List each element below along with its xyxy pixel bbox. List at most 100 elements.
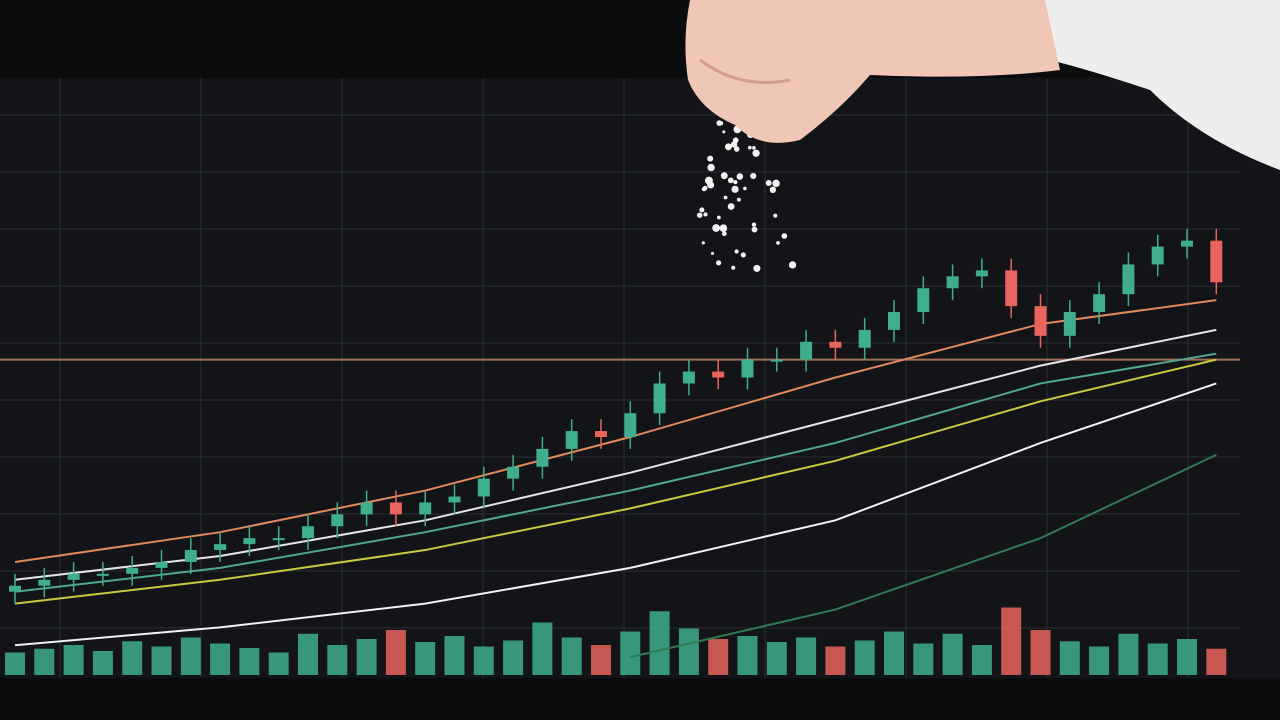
candle-body [1093,294,1106,313]
candle-body [800,341,813,360]
salt-grain [707,155,714,162]
volume-bar [92,651,113,675]
candle-body [682,371,695,384]
salt-grain [716,215,721,220]
volume-bar [268,652,289,675]
volume-bar [34,648,55,675]
volume-bar [678,628,699,675]
candle-body [565,431,578,449]
candle-body [888,312,900,330]
salt-grain [707,181,715,189]
volume-bar [1147,643,1168,675]
moving-average-line [630,453,1217,659]
salt-grain [719,121,724,126]
volume-bar [913,643,934,675]
volume-bar [1089,646,1110,675]
candle-body [653,383,666,414]
salt-grain [712,224,721,232]
finger-crease [699,58,791,84]
volume-bar [1206,648,1227,675]
volume-bar [796,637,817,675]
salt-grain [776,241,780,245]
salt-grain [730,141,738,148]
volume-bar [561,637,582,675]
hand [685,0,1280,170]
salt-grain [703,212,708,217]
candle-body [975,270,988,277]
candle-body [858,329,871,348]
volume-bar [356,639,377,675]
volume-bar [473,646,494,675]
volume-bar [766,642,787,675]
salt-grain [733,179,738,185]
volume-bar [708,639,729,675]
salt-grain [769,186,777,194]
salt-grain [731,265,736,270]
volume-bar [532,622,553,675]
candle-body [243,538,256,545]
candle-body [1122,264,1135,295]
salt-grain [724,143,732,151]
salt-grain [710,251,715,255]
hand-skin [685,0,1060,143]
volume-bar [385,630,406,675]
candle-body [67,573,80,580]
moving-average-line [14,382,1217,647]
sleeve [1040,0,1280,170]
salt-grain [719,224,728,233]
candle-body [9,585,21,592]
volume-bar [180,637,201,675]
candle-body [741,359,754,378]
candle-body [507,466,520,479]
candle-body [389,502,402,515]
salt-grain [731,185,739,193]
salt-grain [773,213,778,218]
salt-grain [751,226,758,233]
volume-bar [737,636,758,675]
salt-grain [751,222,757,227]
salt-grain [721,231,727,237]
salt-grain [696,212,703,218]
volume-bar [415,642,436,675]
candle-body [155,561,168,568]
salt-grain [734,249,739,254]
volume-bar [444,636,465,675]
salt-grain [752,149,760,157]
salt-grain [750,172,757,180]
salt-grain [753,264,761,272]
plot-area [0,78,1280,678]
candle-body [360,502,373,515]
moving-average-line [14,358,1217,605]
candle-body [448,496,461,503]
salt-grain [699,207,705,213]
candle-body [1034,306,1047,336]
volume-bar [591,645,611,675]
salt-grain [736,173,744,180]
candle-body [917,288,930,313]
volume-bar [942,633,963,675]
salt-grain [747,145,752,150]
candle-body [419,502,432,515]
candle-body [1005,270,1018,307]
candle-body [624,413,637,437]
salt-grain [716,260,722,266]
candle-body [302,526,314,539]
volume-bar [884,631,904,675]
salt-grain [722,130,726,134]
salt-grain [727,177,734,184]
salt-grain [772,179,780,188]
salt-grain [788,261,797,269]
candle-body [126,567,139,574]
salt-grain [743,186,747,191]
volume-bar [63,645,84,675]
salt-grain [702,185,708,191]
volume-bar [1118,633,1139,675]
volume-bar [5,652,25,675]
moving-average-line [14,352,1217,593]
salt-grain [723,195,728,200]
salt-grain [707,163,715,172]
candle-body [946,276,959,289]
salt-grain [736,197,741,202]
candle-body [272,538,285,541]
